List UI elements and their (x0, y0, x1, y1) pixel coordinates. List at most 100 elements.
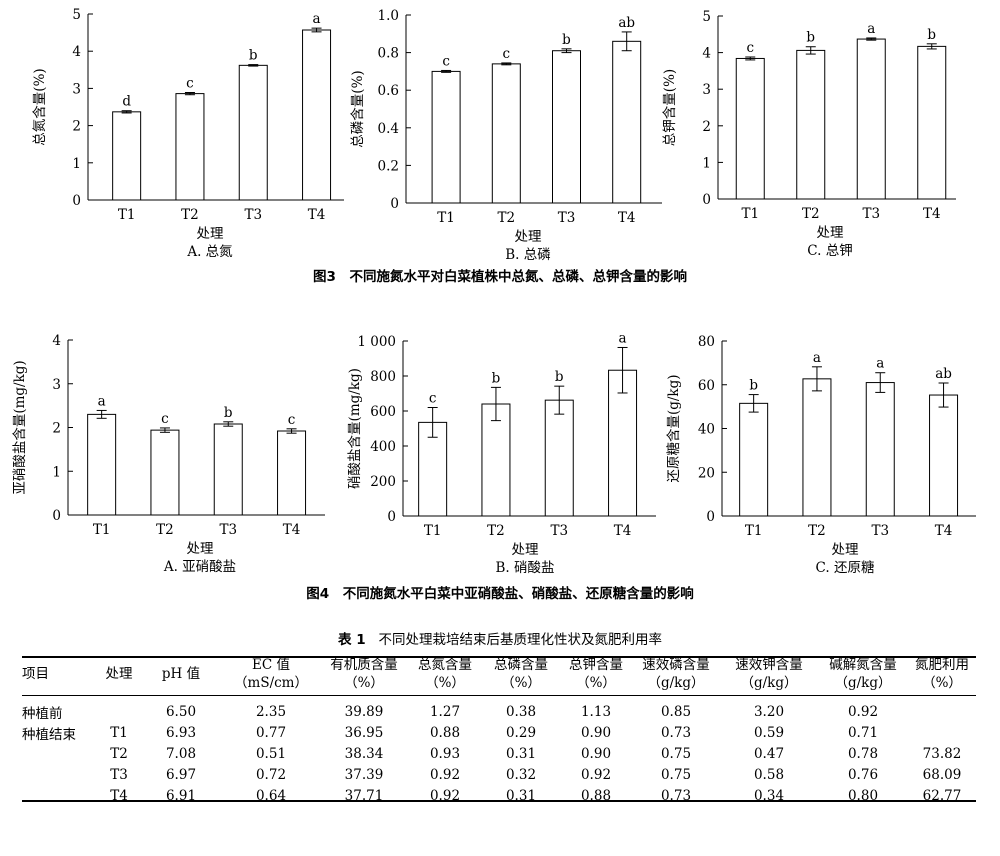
column-header: pH 值 (140, 656, 222, 696)
column-header-unit: （%） (344, 675, 384, 691)
bar-nitrite-t4 (277, 430, 307, 516)
y-tick-label: 600 (370, 404, 396, 420)
table-cell: 0.92 (429, 766, 461, 783)
table-cell: 0.58 (753, 766, 785, 783)
x-tick-label: T2 (498, 210, 516, 226)
y-tick-label: 3 (702, 82, 711, 98)
table-cell: 0.93 (429, 745, 461, 762)
table-cell: 0.92 (429, 787, 461, 804)
table-cell: 0.92 (580, 766, 612, 783)
column-header-label: 有机质含量 (330, 657, 398, 673)
x-tick-label: T1 (741, 206, 759, 222)
table-cell: 37.39 (344, 766, 384, 783)
significance-label: c (746, 40, 754, 56)
table-row: 种植前 6.50 2.35 39.89 1.27 0.38 1.13 0.85 3.20 0.92 (22, 696, 976, 723)
column-header-unit: （%） (922, 675, 962, 691)
table-row: T2 7.08 0.51 38.34 0.93 0.31 0.90 0.75 0.47 0.78 7… (22, 743, 976, 764)
significance-label: a (876, 356, 884, 372)
table-header-row: 项目 处理 pH 值 EC 值 （mS/cm） 有机质含量 （%） 总氮含量 （%） 总磷含量 （%… (22, 656, 976, 696)
table-cell: 68.09 (922, 766, 962, 783)
properties-table: 项目 处理 pH 值 EC 值 （mS/cm） 有机质含量 （%） 总氮含量 （%） 总磷含量 （%… (22, 656, 976, 806)
table-cell: 38.34 (344, 745, 384, 762)
column-header-label: 总氮含量 (418, 657, 472, 673)
bar-total-potassium-t2 (796, 49, 826, 200)
y-tick-label: 1 000 (357, 334, 396, 350)
table-cell: 0.32 (505, 766, 537, 783)
significance-label: c (442, 53, 450, 69)
x-tick-label: T1 (118, 207, 136, 223)
table-cell: 0.51 (255, 745, 287, 762)
y-axis-label: 硝酸盐含量(mg/kg) (347, 368, 363, 489)
bar-total-phosphorus-t2 (491, 63, 521, 204)
chart-panel-total-phosphorus: 0 0.2 0.4 0.6 0.8 1.0 总磷含量(%) c T1 c T2 b T3 ab T4 处理 B.… (350, 8, 662, 263)
table-cell: 7.08 (165, 745, 197, 762)
table-cell: 6.97 (165, 766, 197, 783)
significance-label: c (186, 75, 194, 91)
x-tick-label: T4 (308, 207, 326, 223)
y-tick-label: 0 (706, 509, 715, 525)
column-header-unit: （mS/cm） (234, 675, 308, 691)
column-header-label: 项目 (22, 666, 49, 682)
table-cell: 6.91 (165, 787, 197, 804)
table-cell: 0.71 (847, 724, 879, 741)
column-header: 有机质含量 （%） (320, 656, 408, 696)
table-cell (22, 785, 98, 806)
column-header-unit: （g/kg） (647, 675, 705, 691)
bar-reducing-sugar-t1 (739, 402, 769, 517)
bar-total-potassium-t1 (735, 57, 765, 200)
table-cell: 0.34 (753, 787, 785, 804)
column-header-label: 总钾含量 (569, 657, 623, 673)
table-cell: 0.90 (580, 724, 612, 741)
y-tick-label: 3 (52, 377, 61, 393)
table-cell: 0.75 (660, 766, 692, 783)
y-tick-label: 0.8 (378, 46, 399, 62)
significance-label: a (813, 350, 821, 366)
column-header: 碱解氮含量 （g/kg） (818, 656, 908, 696)
table-cell: 0.78 (847, 745, 879, 762)
panel-label: C. 总钾 (807, 243, 852, 259)
table-cell: 0.76 (847, 766, 879, 783)
column-header-unit: （%） (425, 675, 465, 691)
y-tick-label: 3 (72, 81, 81, 97)
table-cell: 6.50 (165, 703, 197, 720)
y-tick-label: 40 (698, 422, 715, 438)
significance-label: b (562, 32, 571, 48)
panel-label: B. 总磷 (505, 247, 551, 263)
table-cell: T1 (110, 724, 128, 741)
column-header-unit: （g/kg） (834, 675, 892, 691)
x-axis-label: 处理 (187, 541, 214, 557)
table-cell: 0.90 (580, 745, 612, 762)
column-header-label: 速效钾含量 (735, 657, 803, 673)
column-header: 速效磷含量 （g/kg） (632, 656, 720, 696)
y-tick-label: 1 (702, 155, 711, 171)
y-axis-label: 总磷含量(%) (350, 70, 366, 147)
x-tick-label: T3 (219, 522, 237, 538)
bar-total-potassium-t3 (856, 38, 886, 200)
column-header-label: EC 值 (252, 657, 290, 673)
column-header-label: pH 值 (161, 666, 201, 682)
table-title-text: 不同处理栽培结束后基质理化性状及氮肥利用率 (378, 632, 662, 648)
x-tick-label: T4 (935, 523, 953, 539)
significance-label: a (313, 11, 321, 27)
table-row: T4 6.91 0.64 37.71 0.92 0.31 0.88 0.73 0.34 0.80 6… (22, 785, 976, 806)
bar-nitrite-t1 (87, 413, 117, 516)
table-bottom-rule (22, 800, 976, 802)
table-cell: T2 (110, 745, 128, 762)
y-tick-label: 60 (698, 378, 715, 394)
table-cell: 0.59 (753, 724, 785, 741)
x-tick-label: T3 (871, 523, 889, 539)
y-axis-label: 亚硝酸盐含量(mg/kg) (12, 360, 28, 494)
table-cell: 6.93 (165, 724, 197, 741)
column-header-unit: （g/kg） (740, 675, 798, 691)
table-cell (22, 764, 98, 785)
y-tick-label: 1 (52, 464, 61, 480)
table-cell: 种植前 (22, 705, 63, 722)
x-tick-label: T4 (923, 206, 941, 222)
significance-label: b (555, 369, 564, 385)
table-cell: 1.13 (580, 703, 612, 720)
x-tick-label: T1 (93, 522, 111, 538)
table-cell: 39.89 (344, 703, 384, 720)
x-tick-label: T3 (244, 207, 262, 223)
table-cell: 0.75 (660, 745, 692, 762)
table-cell: 0.88 (580, 787, 612, 804)
